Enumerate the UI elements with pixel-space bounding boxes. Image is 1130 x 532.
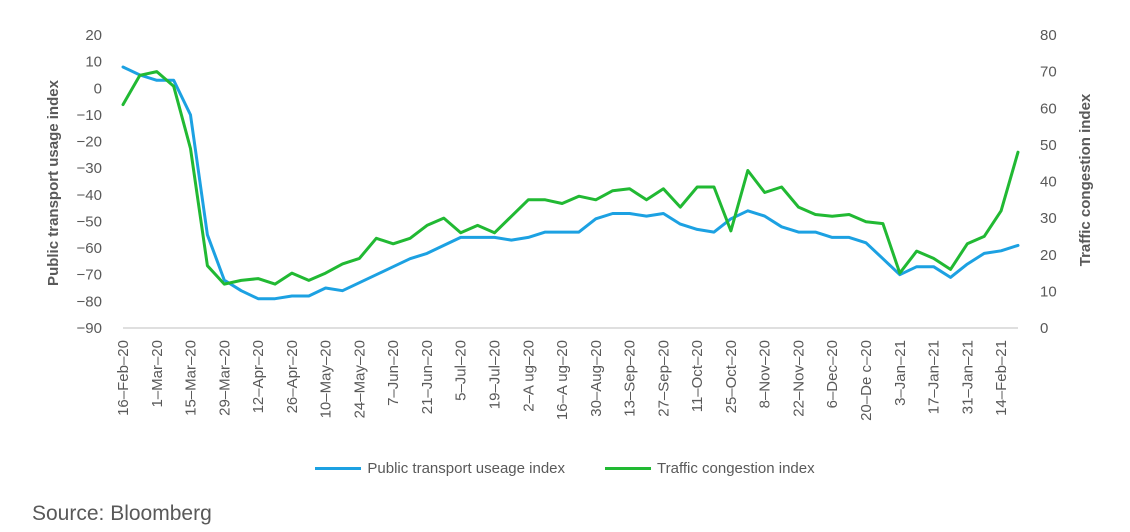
left-axis-tick-label: 0 [94,80,102,97]
legend-label-traffic-congestion: Traffic congestion index [657,460,815,477]
x-axis-tick-label: 26–Apr–20 [284,340,301,413]
x-axis-tick-label: 6–Dec–20 [824,340,841,408]
legend-swatch-public-transport [315,467,362,470]
left-axis-tick-label: −20 [77,134,102,151]
left-axis-tick-label: 20 [85,27,102,44]
x-axis-tick-label: 10–May–20 [318,340,335,418]
left-axis-tick-label: −70 [77,267,102,284]
legend-item-public-transport: Public transport useage index [315,460,565,477]
left-axis-tick-label: 10 [85,54,102,71]
left-axis-title: Public transport usage index [45,79,62,286]
x-axis-tick-label: 8–Nov–20 [757,340,774,408]
x-axis-tick-label: 21–Jun–20 [419,340,436,414]
right-axis-title: Traffic congestion index [1077,93,1094,266]
x-axis-tick-label: 25–Oct–20 [723,340,740,413]
left-axis-tick-label: −10 [77,107,102,124]
x-axis-tick-label: 12–Apr–20 [250,340,267,413]
legend-swatch-traffic-congestion [605,467,652,470]
x-axis-tick-label: 14–Feb–21 [993,340,1010,416]
right-axis-tick-label: 70 [1040,64,1057,81]
x-axis-tick-label: 15–Mar–20 [183,340,200,416]
x-axis-tick-label: 31–Jan–21 [959,340,976,414]
x-axis-tick-label: 22–Nov–20 [790,340,807,417]
left-axis-tick-label: −90 [77,320,102,337]
right-axis-tick-label: 10 [1040,283,1057,300]
legend-label-public-transport: Public transport useage index [367,460,566,477]
right-axis-tick-label: 30 [1040,210,1057,227]
x-axis-tick-label: 2–A ug–20 [520,340,537,412]
legend-item-traffic-congestion: Traffic congestion index [605,460,815,477]
right-axis-tick-label: 80 [1040,27,1057,44]
x-axis-tick-label: 17–Jan–21 [926,340,943,414]
line-chart: 20 10 0 −10 −20 −30 −40 −50 −60 −70 −80 −90 80 70 60 50… [45,27,1094,421]
x-axis-tick-label: 16–Feb–20 [115,340,132,416]
legend: Public transport useage index Traffic co… [0,460,1130,477]
left-axis-tick-label: −50 [77,213,102,230]
x-axis-tick-label: 20–De c–20 [858,340,875,421]
x-axis-tick-label: 5–Jul–20 [453,340,470,401]
x-axis-tick-label: 7–Jun–20 [385,340,402,406]
x-axis-tick-label: 11–Oct–20 [689,340,706,412]
right-axis-tick-label: 40 [1040,174,1057,191]
x-axis-tick-label: 30–Aug–20 [588,340,605,417]
right-axis-tick-label: 50 [1040,137,1057,154]
x-axis-tick-label: 29–Mar–20 [216,340,233,416]
x-axis-tick-label: 13–Sep–20 [622,340,639,417]
left-axis-tick-label: −60 [77,240,102,257]
series-lines [121,65,1020,301]
x-axis-tick-label: 24–May–20 [351,340,368,418]
left-axis-tick-label: −30 [77,160,102,177]
right-axis-tick-label: 60 [1040,100,1057,117]
x-axis-tick-label: 3–Jan–21 [892,340,909,406]
source-note: Source: Bloomberg [32,502,212,525]
traffic-congestion-line [121,70,1020,286]
x-axis-tick-label: 1–Mar–20 [149,340,166,408]
right-axis-tick-label: 20 [1040,247,1057,264]
left-axis-tick-label: −80 [77,293,102,310]
axes: 20 10 0 −10 −20 −30 −40 −50 −60 −70 −80 −90 80 70 60 50… [77,27,1057,421]
right-axis-tick-label: 0 [1040,320,1048,337]
left-axis-tick-label: −40 [77,187,102,204]
x-axis-tick-label: 27–Sep–20 [655,340,672,417]
x-axis-tick-label: 16–A ug–20 [554,340,571,420]
x-axis-tick-label: 19–Jul–20 [487,340,504,409]
public-transport-line [121,65,1020,301]
